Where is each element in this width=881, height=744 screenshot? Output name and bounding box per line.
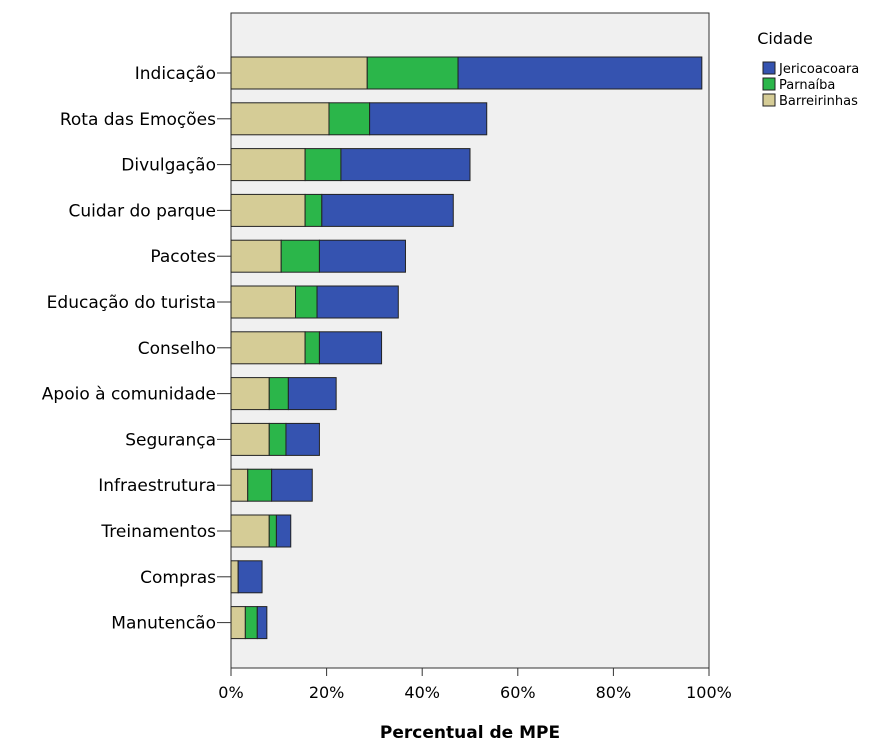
legend-label-jericoacoara: Jericoacoara [778,62,859,77]
bars-group [230,56,703,640]
x-tick-label: 40% [404,683,440,702]
x-tick-label: 20% [309,683,345,702]
bar-educacao-do-turista-barreirinhas [230,285,297,319]
bar-divulgacao-barreirinhas [230,148,306,182]
legend-swatch-parnaiba [762,77,776,91]
category-label: Compras [140,568,216,588]
x-tick-label: 0% [218,683,243,702]
bar-compras-barreirinhas [230,560,239,594]
legend-label-barreirinhas: Barreirinhas [779,94,858,109]
bar-manutencao-jericoacoara [256,606,268,640]
category-label: Conselho [138,339,216,359]
bar-rota-das-emocoes-parnaiba [328,102,371,136]
bar-pacotes-barreirinhas [230,239,282,273]
bar-manutencao-barreirinhas [230,606,246,640]
bar-treinamentos-parnaiba [268,514,277,548]
category-label: Cuidar do parque [69,201,217,221]
bar-educacao-do-turista-parnaiba [295,285,318,319]
bar-compras-jericoacoara [237,560,263,594]
x-tick-label: 60% [500,683,536,702]
legend-swatch-jericoacoara [762,61,776,75]
bar-indicacao-barreirinhas [230,56,368,90]
bar-apoio-a-comunidade-jericoacoara [287,377,337,411]
bar-treinamentos-jericoacoara [275,514,292,548]
legend-title: Cidade [757,29,813,48]
bar-seguranca-jericoacoara [285,422,320,456]
category-label: Apoio à comunidade [42,385,216,405]
bar-rota-das-emocoes-barreirinhas [230,102,330,136]
bar-infraestrutura-parnaiba [247,468,273,502]
x-tick-label: 80% [596,683,632,702]
bar-indicacao-jericoacoara [457,56,703,90]
bar-educacao-do-turista-jericoacoara [316,285,399,319]
category-labels: Indicação Rota das Emoções Divulgação Cuida… [42,64,231,634]
category-label: Educação do turista [47,293,216,313]
category-label: Pacotes [150,247,216,267]
legend-swatch-barreirinhas [762,93,776,107]
category-label: Infraestrutura [98,476,216,496]
x-tick-label: 100% [686,683,732,702]
bar-apoio-a-comunidade-parnaiba [268,377,289,411]
category-label: Segurança [125,430,216,450]
bar-indicacao-parnaiba [366,56,459,90]
bar-conselho-parnaiba [304,331,320,365]
legend-label-parnaiba: Parnaíba [779,78,835,93]
category-label: Divulgação [121,156,216,176]
bar-seguranca-parnaiba [268,422,287,456]
bar-manutencao-parnaiba [244,606,258,640]
bar-divulgacao-jericoacoara [340,148,471,182]
bar-pacotes-jericoacoara [318,239,406,273]
bar-seguranca-barreirinhas [230,422,270,456]
category-label: Treinamentos [100,522,216,542]
bar-divulgacao-parnaiba [304,148,342,182]
bar-infraestrutura-barreirinhas [230,468,249,502]
bar-infraestrutura-jericoacoara [271,468,313,502]
bar-cuidar-do-parque-barreirinhas [230,193,306,227]
category-label: Manutencão [111,614,216,634]
category-label: Rota das Emoções [60,110,216,130]
category-label: Indicação [135,64,216,84]
bar-pacotes-parnaiba [280,239,320,273]
bar-conselho-barreirinhas [230,331,306,365]
x-axis-ticks: 0% 20% 40% 60% 80% 100% [218,668,732,702]
bar-cuidar-do-parque-jericoacoara [321,193,454,227]
bar-rota-das-emocoes-jericoacoara [369,102,488,136]
bar-apoio-a-comunidade-barreirinhas [230,377,270,411]
bar-cuidar-do-parque-parnaiba [304,193,323,227]
bar-treinamentos-barreirinhas [230,514,270,548]
x-axis-title: Percentual de MPE [380,723,560,743]
bar-conselho-jericoacoara [318,331,383,365]
